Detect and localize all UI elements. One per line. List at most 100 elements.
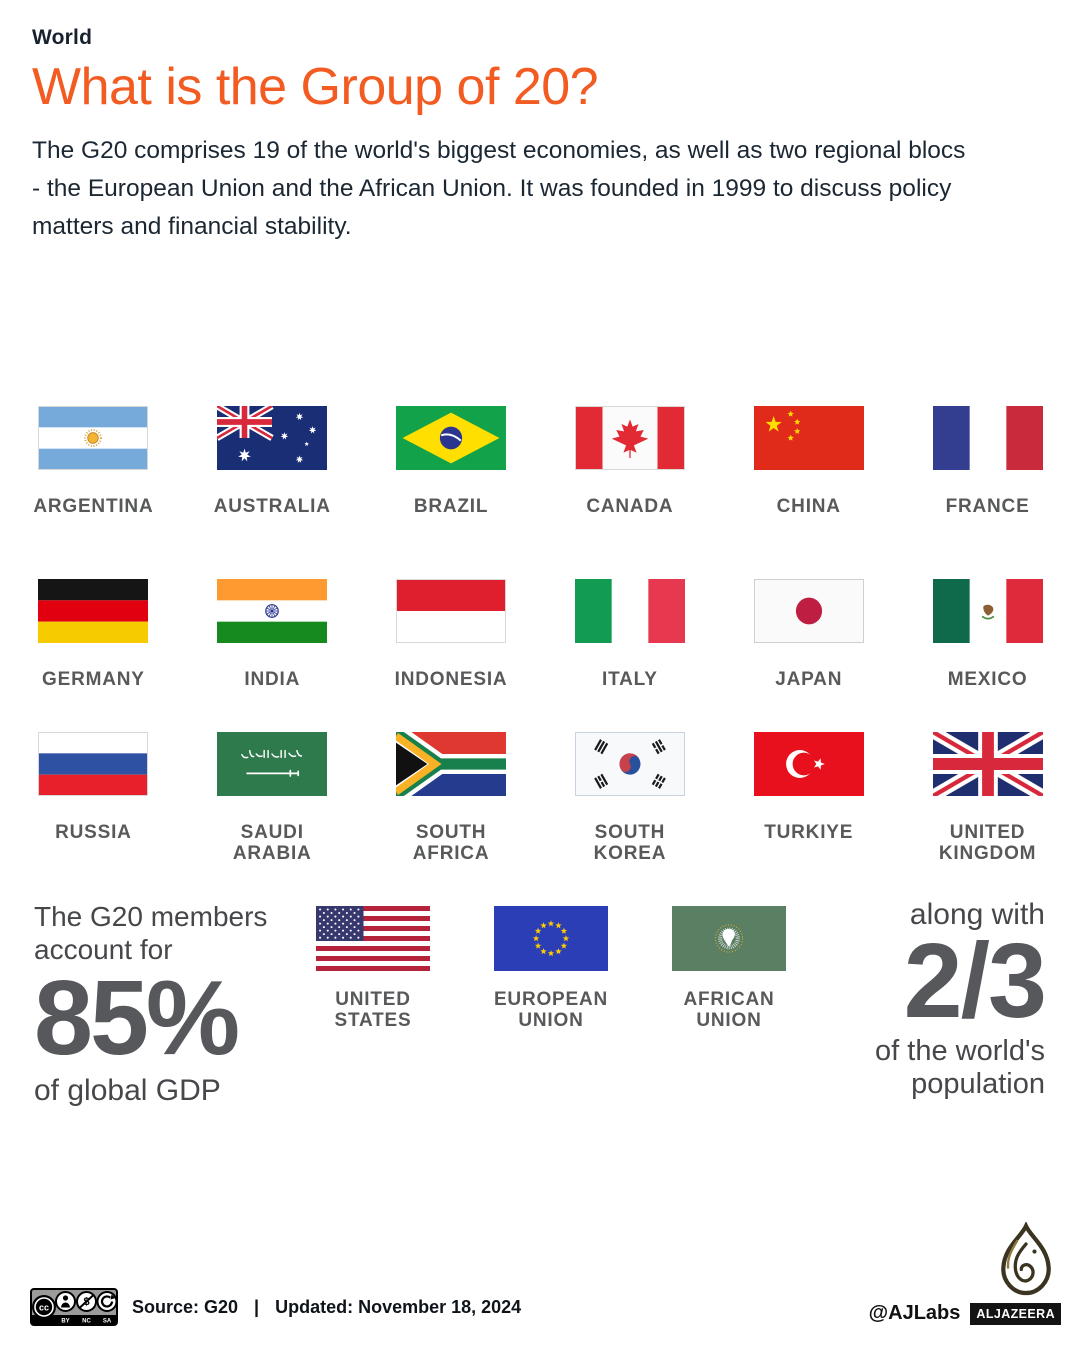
separator: |: [254, 1296, 260, 1317]
flag-cell-japan: JAPAN: [719, 579, 898, 690]
footer-brand-area: @AJLabs ALJAZEERA: [869, 1220, 1061, 1325]
flag-label-china: CHINA: [776, 496, 841, 517]
flag-cell-china: CHINA: [719, 406, 898, 517]
gdp-stat: The G20 members account for 85% of globa…: [34, 900, 306, 1107]
india-flag-icon: [217, 579, 328, 643]
updated-text: Updated: November 18, 2024: [275, 1296, 522, 1317]
flag-cell-indonesia: INDONESIA: [362, 579, 541, 690]
population-stat: along with 2/3 of the world's population: [795, 898, 1047, 1101]
australia-flag-icon: [215, 403, 328, 470]
flag-cell-argentina: ARGENTINA: [4, 406, 183, 517]
source-line: Source: G20 | Updated: November 18, 2024: [132, 1297, 521, 1318]
flag-cell-south-korea: SOUTH KOREA: [540, 732, 719, 864]
flag-label-united-states: UNITED STATES: [334, 989, 412, 1031]
flag-row-2: GERMANY INDIA INDONESIA ITALY JAPAN MEXICO: [4, 579, 1077, 690]
mexico-flag-icon: [932, 579, 1043, 643]
svg-text:NC: NC: [82, 1319, 91, 1325]
aljazeera-logo-flame-icon: [993, 1220, 1059, 1300]
south-korea-flag-icon: [574, 732, 685, 796]
flag-label-canada: CANADA: [586, 496, 674, 517]
flag-label-france: FRANCE: [945, 496, 1030, 517]
flag-cell-india: INDIA: [183, 579, 362, 690]
flag-label-saudi-arabia: SAUDI ARABIA: [232, 822, 312, 864]
flag-label-south-africa: SOUTH AFRICA: [412, 822, 490, 864]
japan-flag-icon: [753, 579, 864, 643]
canada-flag-icon: [574, 406, 685, 470]
african-union-flag-icon: [672, 906, 786, 971]
china-flag-icon: [753, 406, 864, 470]
flag-row-3: RUSSIA SAUDI ARABIA SOUTH AFRICA SOUTH KORE…: [4, 725, 1077, 864]
flag-label-italy: ITALY: [602, 669, 658, 690]
svg-text:SA: SA: [103, 1319, 112, 1325]
turkiye-flag-icon: [753, 732, 864, 796]
flag-cell-australia: AUSTRALIA: [183, 403, 362, 517]
flag-label-india: INDIA: [244, 669, 301, 690]
description-line-3: matters and financial stability.: [32, 212, 352, 240]
page-title: What is the Group of 20?: [32, 58, 599, 116]
russia-flag-icon: [38, 732, 149, 796]
flag-cell-italy: ITALY: [540, 579, 719, 690]
flag-cell-south-africa: SOUTH AFRICA: [362, 725, 541, 864]
flag-cell-european-union: EUROPEAN UNION: [462, 906, 640, 1031]
svg-text:BY: BY: [61, 1319, 69, 1325]
flag-label-african-union: AFRICAN UNION: [683, 989, 775, 1031]
flag-cell-mexico: MEXICO: [898, 579, 1077, 690]
flag-label-european-union: EUROPEAN UNION: [493, 989, 609, 1031]
flag-label-united-kingdom: UNITED KINGDOM: [938, 822, 1037, 864]
population-suffix: of the world's population: [875, 1035, 1045, 1100]
indonesia-flag-icon: [396, 579, 507, 643]
population-value: 2/3: [903, 922, 1047, 1040]
flag-cell-turkiye: TURKIYE: [719, 732, 898, 864]
flag-cell-france: FRANCE: [898, 406, 1077, 517]
flag-cell-germany: GERMANY: [4, 579, 183, 690]
flag-cell-brazil: BRAZIL: [362, 406, 541, 517]
germany-flag-icon: [38, 579, 149, 643]
flag-label-germany: GERMANY: [42, 669, 145, 690]
flag-label-australia: AUSTRALIA: [213, 496, 331, 517]
flag-cell-united-states: UNITED STATES: [284, 906, 462, 1031]
flag-cell-canada: CANADA: [540, 406, 719, 517]
flag-label-brazil: BRAZIL: [413, 496, 489, 517]
flag-label-turkiye: TURKIYE: [764, 822, 854, 843]
aljazeera-wordmark: ALJAZEERA: [970, 1302, 1061, 1325]
brazil-flag-icon: [396, 406, 507, 470]
flag-label-japan: JAPAN: [775, 669, 843, 690]
bottom-flags: UNITED STATES EUROPEAN UNION AFRICAN UNION: [284, 906, 818, 1031]
gdp-intro: The G20 members account for: [34, 901, 268, 965]
italy-flag-icon: [574, 579, 685, 643]
flag-label-south-korea: SOUTH KOREA: [593, 822, 667, 864]
cc-license-badge: cc $ BY NC SA: [30, 1288, 118, 1326]
flag-label-argentina: ARGENTINA: [33, 496, 154, 517]
gdp-suffix: of global GDP: [34, 1074, 221, 1107]
france-flag-icon: [932, 406, 1043, 470]
header: World What is the Group of 20? The G20 c…: [32, 26, 1044, 246]
svg-text:cc: cc: [39, 1303, 49, 1313]
description: The G20 comprises 19 of the world's bigg…: [32, 132, 1044, 246]
stats-section: The G20 members account for 85% of globa…: [0, 898, 1081, 1113]
flag-grid: ARGENTINA AUSTRALIA BRAZIL CANADA CHINA FRANC…: [4, 403, 1077, 864]
flag-row-1: ARGENTINA AUSTRALIA BRAZIL CANADA CHINA FRANC…: [4, 403, 1077, 517]
description-line-1: The G20 comprises 19 of the world's bigg…: [32, 136, 966, 164]
united-kingdom-flag-icon: [929, 726, 1046, 802]
european-union-flag-icon: [494, 906, 608, 971]
argentina-flag-icon: [38, 406, 149, 470]
ajlabs-credit: @AJLabs: [868, 1302, 961, 1324]
flag-label-indonesia: INDONESIA: [394, 669, 508, 690]
flag-cell-saudi-arabia: SAUDI ARABIA: [183, 732, 362, 864]
south-africa-flag-icon: [390, 725, 507, 803]
footer-license-area: cc $ BY NC SA Source: G20 | Updated: Nov…: [30, 1288, 521, 1326]
united-states-flag-icon: [316, 906, 430, 971]
brand-row: @AJLabs ALJAZEERA: [869, 1302, 1061, 1325]
flag-cell-united-kingdom: UNITED KINGDOM: [898, 726, 1077, 864]
section-kicker: World: [32, 26, 93, 49]
population-intro: along with: [909, 898, 1045, 931]
flag-cell-african-union: AFRICAN UNION: [640, 906, 818, 1031]
saudi-arabia-flag-icon: [217, 732, 328, 796]
flag-label-mexico: MEXICO: [947, 669, 1028, 690]
description-line-2: - the European Union and the African Uni…: [32, 174, 952, 202]
source-text: Source: G20: [132, 1296, 239, 1317]
flag-cell-russia: RUSSIA: [4, 732, 183, 864]
gdp-value: 85%: [34, 959, 240, 1077]
flag-label-russia: RUSSIA: [55, 822, 132, 843]
